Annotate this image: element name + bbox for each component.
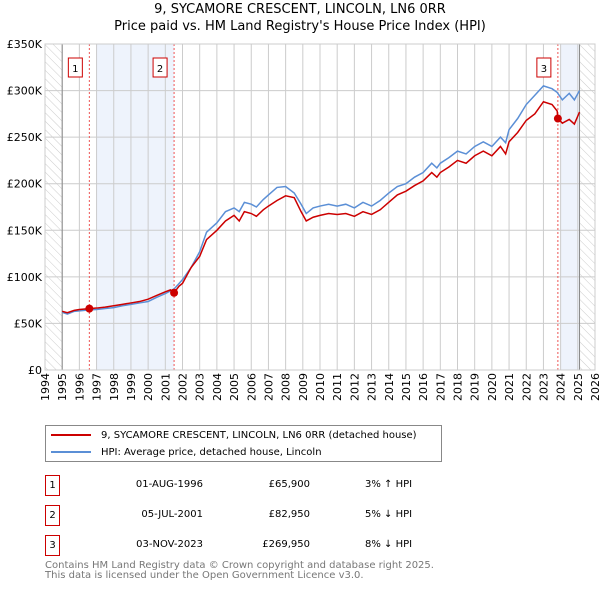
y-tick-label: £300K: [7, 85, 43, 98]
x-tick-label: 1999: [125, 373, 138, 401]
x-tick-label: 2000: [142, 373, 155, 401]
y-tick-label: £150K: [7, 224, 43, 237]
sale-marker-label: 3: [541, 64, 547, 75]
x-tick-label: 2023: [537, 373, 550, 401]
sale-hpi-diff: 3% ↑ HPI: [365, 479, 413, 490]
x-tick-label: 2003: [194, 373, 207, 401]
x-tick-label: 2022: [520, 373, 533, 401]
legend-label: 9, SYCAMORE CRESCENT, LINCOLN, LN6 0RR (…: [101, 429, 417, 441]
y-tick-label: £100K: [7, 271, 43, 284]
x-tick-label: 2026: [589, 373, 600, 401]
x-tick-label: 2005: [228, 373, 241, 401]
sale-marker-label: 1: [45, 475, 60, 496]
hatched-no-data: [579, 44, 595, 370]
x-tick-label: 2001: [159, 373, 172, 401]
x-tick-label: 2020: [486, 373, 499, 401]
x-tick-label: 1998: [108, 373, 121, 401]
sale-marker-label: 2: [45, 505, 60, 526]
table-row: 2 05-JUL-2001 £82,950 5% ↓ HPI: [45, 505, 445, 526]
shaded-period: [96, 44, 175, 370]
x-tick-label: 2012: [348, 373, 361, 401]
price-paid-line: [61, 100, 581, 314]
sale-hpi-diff: 8% ↓ HPI: [365, 539, 413, 550]
sale-price: £65,900: [268, 479, 310, 490]
x-tick-label: 2004: [211, 373, 224, 401]
x-tick-label: 2024: [555, 373, 568, 401]
x-tick-label: 1997: [91, 373, 104, 401]
table-row: 3 03-NOV-2023 £269,950 8% ↓ HPI: [45, 535, 445, 556]
sale-price: £82,950: [268, 509, 310, 520]
x-tick-label: 2009: [297, 373, 310, 401]
hpi-line: [61, 85, 581, 315]
x-tick-label: 2014: [383, 373, 396, 401]
sale-marker-label: 2: [157, 64, 163, 75]
x-tick-label: 2011: [331, 373, 344, 401]
footer-copyright: Contains HM Land Registry data © Crown c…: [45, 560, 434, 571]
sale-marker-box: [152, 57, 168, 78]
x-tick-label: 2006: [245, 373, 258, 401]
plot-frame: [44, 43, 596, 371]
x-tick-label: 2002: [177, 373, 190, 401]
x-tick-label: 2008: [280, 373, 293, 401]
y-tick-label: £250K: [7, 131, 43, 144]
x-tick-label: 2007: [262, 373, 275, 401]
plot-area: 1994 1995 1996 1997 1998 1999 2000 2001 2002 2003…: [7, 38, 600, 401]
sale-price: £269,950: [262, 539, 310, 550]
x-tick-label: 2025: [572, 373, 585, 401]
sale-point: [553, 114, 562, 123]
x-tick-label: 2021: [503, 373, 516, 401]
footer-licence: This data is licensed under the Open Gov…: [45, 570, 364, 581]
x-tick-label: 2013: [366, 373, 379, 401]
y-tick-label: £350K: [7, 38, 43, 51]
sale-date: 05-JUL-2001: [141, 509, 203, 520]
y-tick-label: £50K: [14, 317, 43, 330]
hatched-no-data: [45, 44, 63, 370]
sale-point: [85, 304, 94, 313]
sale-marker-box: [67, 57, 83, 78]
y-tick-label: £200K: [7, 178, 43, 191]
legend-item-hpi: HPI: Average price, detached house, Linc…: [51, 444, 322, 460]
x-tick-label: 1996: [73, 373, 86, 401]
x-tick-label: 2015: [400, 373, 413, 401]
legend: 9, SYCAMORE CRESCENT, LINCOLN, LN6 0RR (…: [45, 425, 442, 462]
sale-date: 01-AUG-1996: [135, 479, 203, 490]
legend-swatch-red: [51, 434, 91, 436]
table-row: 1 01-AUG-1996 £65,900 3% ↑ HPI: [45, 475, 445, 496]
sale-marker-label: 3: [45, 535, 60, 556]
legend-item-property: 9, SYCAMORE CRESCENT, LINCOLN, LN6 0RR (…: [51, 427, 417, 443]
shaded-period: [560, 44, 580, 370]
y-tick-label: £0: [28, 364, 42, 377]
x-tick-label: 2019: [469, 373, 482, 401]
sale-hpi-diff: 5% ↓ HPI: [365, 509, 413, 520]
sale-marker-box: [536, 57, 552, 78]
legend-swatch-blue: [51, 451, 91, 453]
sale-date: 03-NOV-2023: [136, 539, 203, 550]
sale-point: [170, 288, 179, 297]
x-tick-label: 1994: [39, 373, 52, 401]
chart-subtitle: Price paid vs. HM Land Registry's House …: [114, 19, 486, 34]
sale-marker-label: 1: [72, 64, 78, 75]
x-tick-label: 2010: [314, 373, 327, 401]
x-tick-label: 2018: [452, 373, 465, 401]
x-tick-label: 1995: [56, 373, 69, 401]
chart-title: 9, SYCAMORE CRESCENT, LINCOLN, LN6 0RR: [154, 2, 446, 17]
x-tick-label: 2016: [417, 373, 430, 401]
legend-label: HPI: Average price, detached house, Linc…: [101, 446, 322, 458]
x-tick-label: 2017: [434, 373, 447, 401]
